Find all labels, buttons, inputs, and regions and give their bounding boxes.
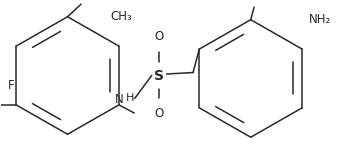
- Text: N: N: [115, 93, 124, 106]
- Text: NH₂: NH₂: [308, 13, 331, 26]
- Text: F: F: [8, 79, 14, 92]
- Text: CH₃: CH₃: [110, 10, 132, 23]
- Text: H: H: [126, 93, 134, 103]
- Text: O: O: [155, 107, 164, 120]
- Text: S: S: [154, 69, 164, 82]
- Text: O: O: [155, 31, 164, 43]
